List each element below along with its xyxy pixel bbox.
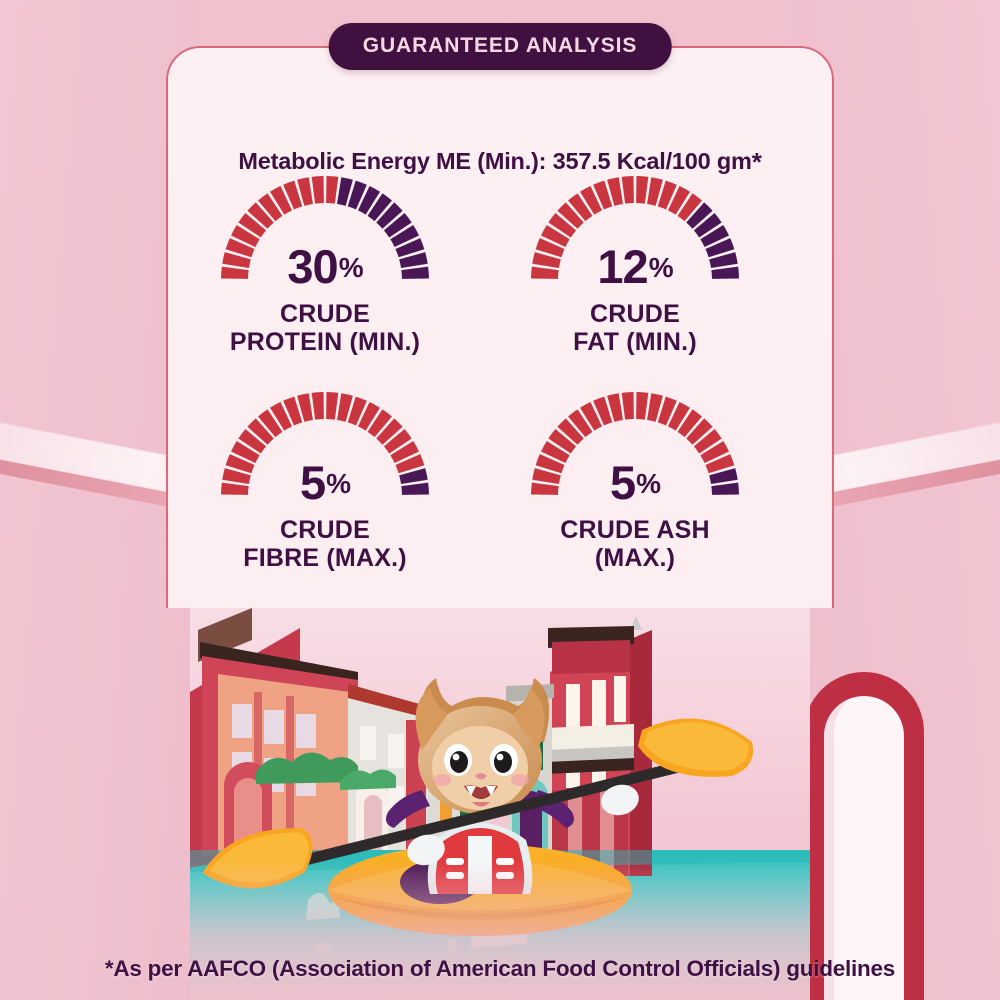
gauge-value-crude-ash: 5% <box>609 456 661 509</box>
gauge-value-crude-fat: 12% <box>597 240 673 293</box>
metabolic-energy-line: Metabolic Energy ME (Min.): 357.5 Kcal/1… <box>168 148 832 175</box>
nutrient-label-crude-fat: CRUDE FAT (MIN.) <box>480 300 790 356</box>
nutrient-label-line2: FIBRE (MAX.) <box>243 544 407 572</box>
gauge-value-crude-protein: 30% <box>287 240 363 293</box>
nutrient-label-crude-ash: CRUDE ASH (MAX.) <box>480 516 790 572</box>
nutrient-grid: 30% CRUDE PROTEIN (MIN.) 12% CRUDE FAT (… <box>170 168 838 600</box>
metabolic-energy-asterisk: * <box>751 147 762 177</box>
gauge-arc-crude-fat <box>531 176 739 279</box>
nutrient-cell-crude-protein: 30% CRUDE PROTEIN (MIN.) <box>170 168 480 384</box>
gauge-crude-ash: 5% <box>525 384 745 506</box>
nutrient-label-line1: CRUDE <box>280 516 370 544</box>
nutrient-cell-crude-fibre: 5% CRUDE FIBRE (MAX.) <box>170 384 480 600</box>
gauge-crude-fibre: 5% <box>215 384 435 506</box>
nutrient-cell-crude-fat: 12% CRUDE FAT (MIN.) <box>480 168 790 384</box>
nutrient-label-crude-fibre: CRUDE FIBRE (MAX.) <box>170 516 480 572</box>
left-buildings <box>190 608 494 868</box>
gauge-value-crude-fibre: 5% <box>299 456 351 509</box>
gauge-crude-fat: 12% <box>525 168 745 290</box>
nutrient-label-line2: (MAX.) <box>594 544 676 572</box>
guaranteed-analysis-badge: GUARANTEED ANALYSIS <box>328 23 672 70</box>
gauge-crude-protein: 30% <box>215 168 435 290</box>
aafco-footnote: *As per AAFCO (Association of American F… <box>104 956 896 981</box>
gauge-arc-crude-ash <box>531 392 739 495</box>
arch-doorway <box>804 672 924 1000</box>
nutrient-label-line1: CRUDE <box>280 300 370 328</box>
guaranteed-analysis-card: Metabolic Energy ME (Min.): 357.5 Kcal/1… <box>166 46 834 608</box>
nutrient-label-crude-protein: CRUDE PROTEIN (MIN.) <box>170 300 480 356</box>
gauge-arc-crude-fibre <box>221 392 429 495</box>
nutrient-label-line2: PROTEIN (MIN.) <box>229 328 421 356</box>
nutrient-cell-crude-ash: 5% CRUDE ASH (MAX.) <box>480 384 790 600</box>
nutrient-label-line1: CRUDE <box>590 300 680 328</box>
gauge-arc-crude-protein <box>221 176 429 279</box>
nutrient-label-line2: FAT (MIN.) <box>573 328 697 356</box>
canal-kayak-illustration <box>190 600 810 1000</box>
metabolic-energy-text: Metabolic Energy ME (Min.): 357.5 Kcal/1… <box>238 148 752 174</box>
nutrient-label-line1: CRUDE ASH <box>560 516 710 544</box>
